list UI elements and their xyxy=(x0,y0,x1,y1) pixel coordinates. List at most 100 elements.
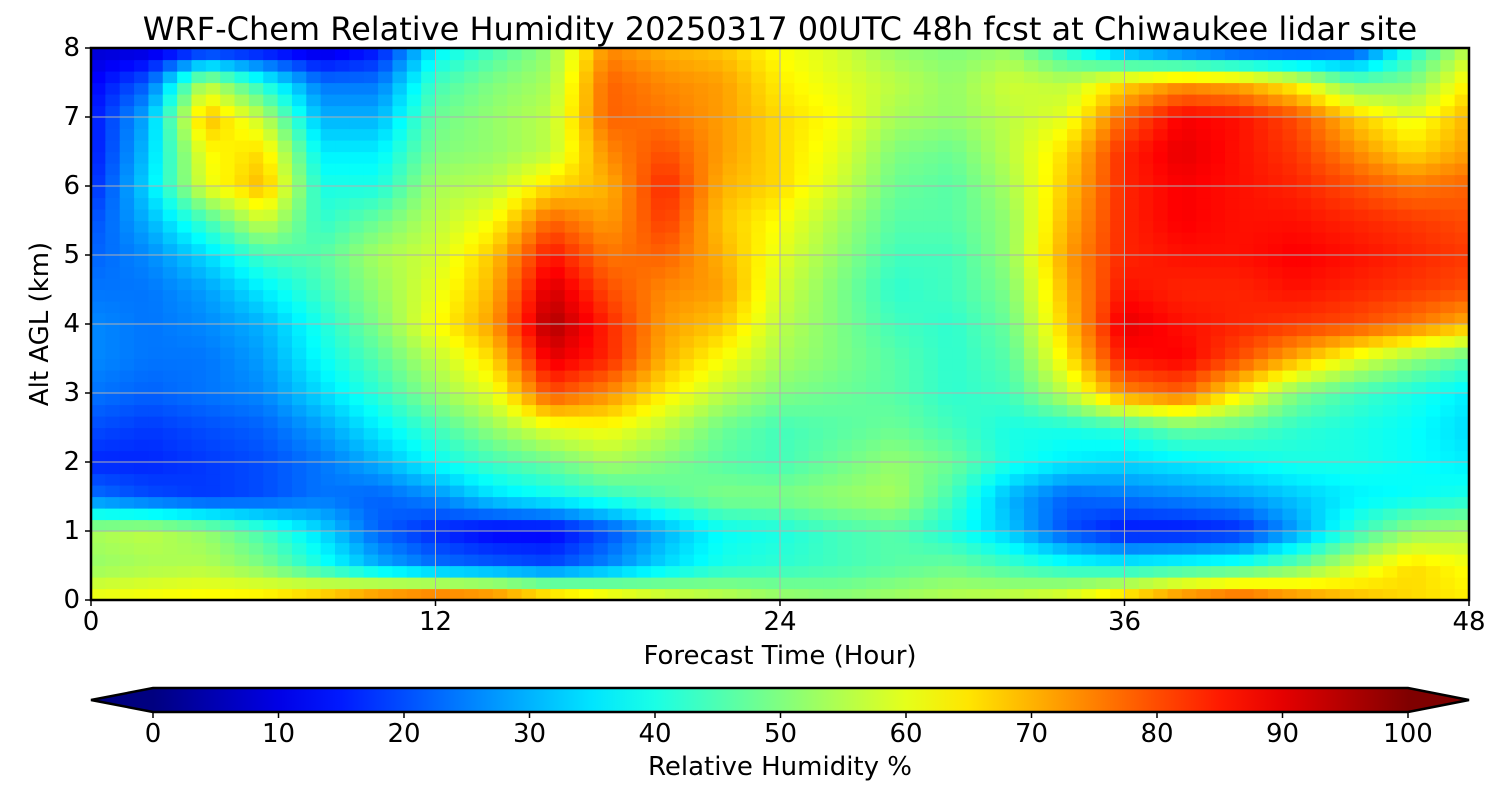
heat-cell xyxy=(995,59,1011,72)
heat-cell xyxy=(722,439,738,452)
heat-cell xyxy=(349,220,365,233)
heat-cell xyxy=(1153,243,1169,256)
heat-cell xyxy=(478,381,494,394)
heat-cell xyxy=(894,140,910,153)
heat-cell xyxy=(1210,565,1226,578)
heat-cell xyxy=(1282,508,1298,521)
heat-cell xyxy=(392,59,408,72)
heat-cell xyxy=(665,94,681,107)
heat-cell xyxy=(521,301,537,314)
heat-cell xyxy=(277,266,293,279)
heat-cell xyxy=(1282,301,1298,314)
heat-cell xyxy=(1397,565,1413,578)
heat-cell xyxy=(866,117,882,130)
heat-cell xyxy=(579,48,594,61)
heat-cell xyxy=(966,117,982,130)
heat-cell xyxy=(1067,485,1083,498)
heat-cell xyxy=(1311,94,1327,107)
heat-cell xyxy=(837,485,853,498)
heat-cell xyxy=(780,450,795,463)
heat-cell xyxy=(1038,508,1054,521)
heat-cell xyxy=(794,370,810,383)
heat-cell xyxy=(866,519,882,532)
heat-cell xyxy=(119,370,135,383)
heat-cell xyxy=(1081,48,1097,61)
heat-cell xyxy=(1368,324,1384,337)
heat-cell xyxy=(823,163,839,176)
heat-cell xyxy=(1440,450,1456,463)
heat-cell xyxy=(464,462,480,475)
heat-cell xyxy=(765,220,781,233)
heat-cell xyxy=(1081,289,1097,302)
heat-cell xyxy=(392,71,408,84)
heat-cell xyxy=(980,128,996,141)
heat-cell xyxy=(449,94,465,107)
heat-cell xyxy=(995,577,1011,590)
heat-cell xyxy=(1325,312,1341,325)
heat-cell xyxy=(1454,94,1469,107)
heat-cell xyxy=(1311,531,1327,544)
heat-cell xyxy=(1167,508,1183,521)
heat-cell xyxy=(335,289,350,302)
heat-cell xyxy=(335,209,350,222)
heat-cell xyxy=(1268,347,1283,360)
heat-cell xyxy=(593,48,609,61)
heat-cell xyxy=(1052,588,1068,600)
heat-cell xyxy=(966,255,982,268)
heat-cell xyxy=(1181,220,1197,233)
heat-cell xyxy=(1282,255,1298,268)
heat-cell xyxy=(1110,186,1126,199)
heat-cell xyxy=(736,358,752,371)
heat-cell xyxy=(205,462,221,475)
heat-cell xyxy=(421,289,437,302)
heat-cell xyxy=(392,163,408,176)
heat-cell xyxy=(148,439,164,452)
heat-cell xyxy=(220,588,236,600)
heat-cell xyxy=(736,82,752,95)
heat-cell xyxy=(1210,508,1226,521)
heat-cell xyxy=(693,163,709,176)
heat-cell xyxy=(751,358,767,371)
heat-cell xyxy=(693,266,709,279)
heat-cell xyxy=(650,301,666,314)
heat-cell xyxy=(234,427,250,440)
heat-cell xyxy=(823,289,839,302)
heat-cell xyxy=(851,301,867,314)
heat-cell xyxy=(923,439,939,452)
heat-cell xyxy=(952,117,968,130)
heat-cell xyxy=(894,588,910,600)
heat-cell xyxy=(449,266,465,279)
heat-cell xyxy=(636,324,652,337)
heat-cell xyxy=(349,232,365,245)
heat-cell xyxy=(306,393,322,406)
heat-cell xyxy=(406,312,422,325)
heat-cell xyxy=(880,255,896,268)
heat-cell xyxy=(1181,255,1197,268)
heat-cell xyxy=(535,186,551,199)
heat-cell xyxy=(1067,588,1083,600)
heat-cell xyxy=(708,209,724,222)
heat-cell xyxy=(1052,381,1068,394)
heat-cell xyxy=(134,542,150,555)
heat-cell xyxy=(1397,243,1413,256)
heat-cell xyxy=(1038,220,1054,233)
heat-cell xyxy=(665,393,681,406)
heat-cell xyxy=(449,554,465,567)
heat-cell xyxy=(1354,82,1370,95)
heat-cell xyxy=(1296,255,1312,268)
heat-cell xyxy=(1239,243,1255,256)
heat-cell xyxy=(263,324,279,337)
heat-cell xyxy=(1311,404,1327,417)
heat-cell xyxy=(679,519,695,532)
heat-cell xyxy=(923,577,939,590)
heat-cell xyxy=(550,542,566,555)
heat-cell xyxy=(923,186,939,199)
heat-cell xyxy=(1411,565,1427,578)
heat-cell xyxy=(880,278,896,291)
heat-cell xyxy=(1325,519,1341,532)
heat-cell xyxy=(507,301,523,314)
heat-cell xyxy=(708,335,724,348)
heat-cell xyxy=(177,174,193,187)
heat-cell xyxy=(1095,416,1111,429)
heat-cell xyxy=(952,347,968,360)
